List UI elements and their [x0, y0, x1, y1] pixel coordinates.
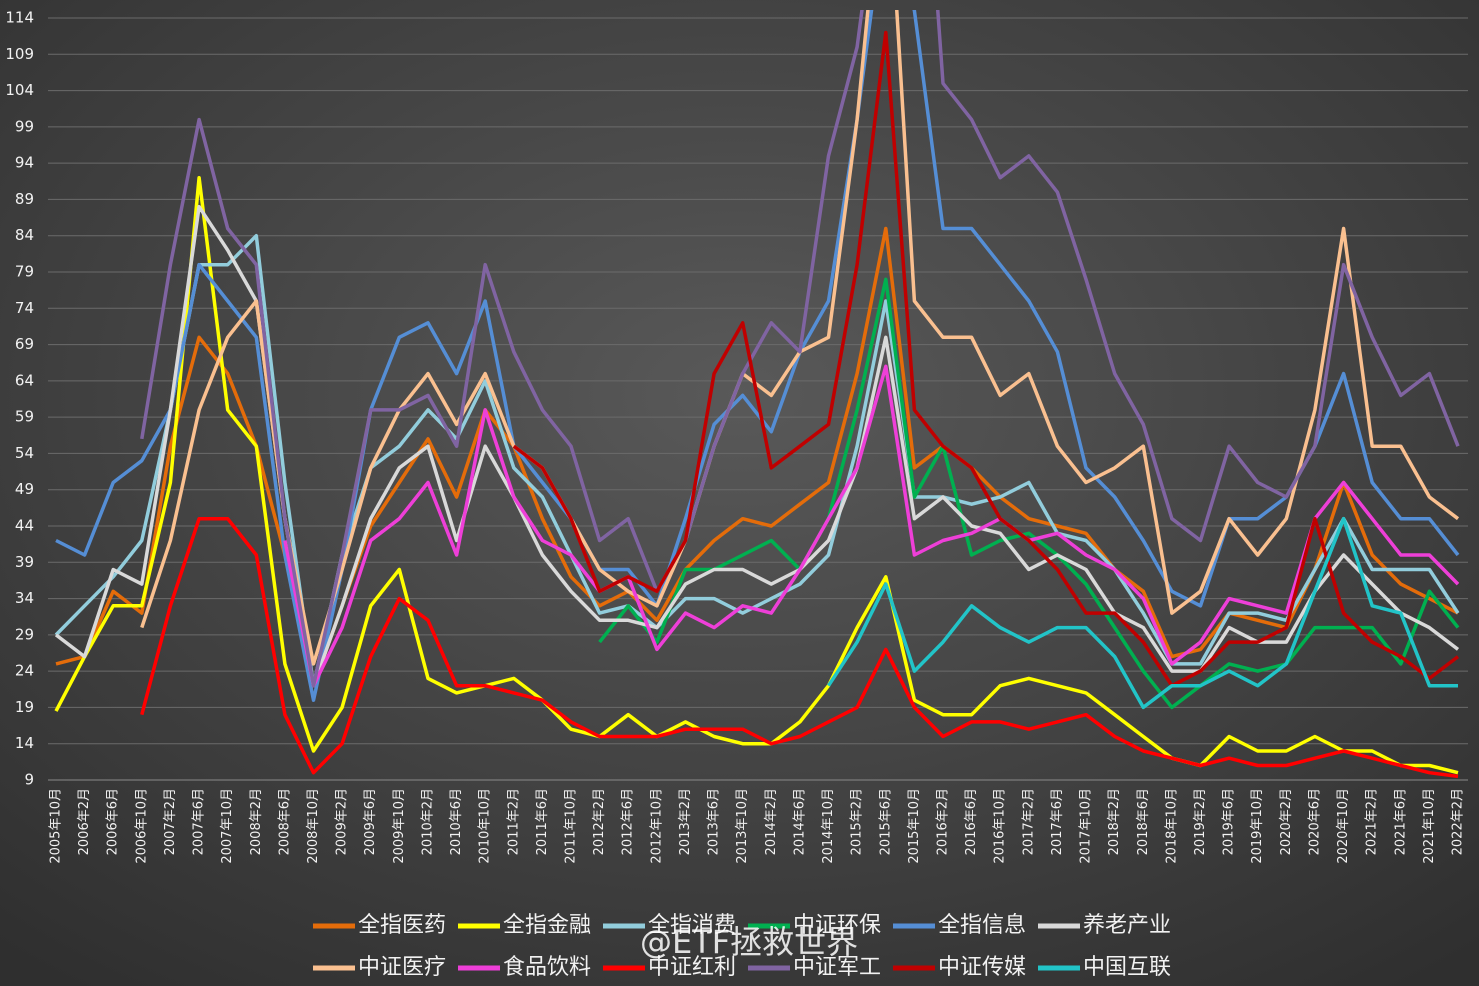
y-tick-label: 29 — [15, 625, 34, 643]
watermark: @ETF拯救世界 — [640, 923, 858, 961]
y-tick-label: 39 — [15, 553, 34, 571]
y-tick-label: 94 — [15, 154, 34, 172]
x-tick-label: 2010年6月 — [449, 788, 464, 855]
y-tick-label: 64 — [15, 371, 34, 389]
y-tick-label: 69 — [15, 335, 34, 353]
x-tick-label: 2017年6月 — [1050, 788, 1065, 855]
x-tick-label: 2017年10月 — [1079, 788, 1094, 864]
x-tick-label: 2008年6月 — [277, 788, 292, 855]
series-line — [827, 516, 1458, 710]
y-tick-label: 109 — [5, 45, 34, 63]
x-tick-label: 2013年10月 — [735, 788, 750, 864]
x-tick-label: 2021年6月 — [1393, 788, 1408, 855]
legend-label: 中证红利 — [648, 955, 736, 980]
x-tick-label: 2020年10月 — [1336, 788, 1351, 864]
x-tick-label: 2016年6月 — [964, 788, 979, 855]
y-tick-label: 19 — [15, 698, 34, 716]
x-tick-label: 2019年10月 — [1250, 788, 1265, 864]
series-line — [140, 10, 1460, 688]
x-tick-label: 2007年10月 — [220, 788, 235, 864]
y-tick-label: 114 — [5, 9, 34, 27]
series-line — [54, 175, 1459, 775]
x-tick-label: 2006年10月 — [134, 788, 149, 864]
y-tick-label: 74 — [15, 299, 34, 317]
series-line — [598, 277, 1460, 710]
x-tick-label: 2009年6月 — [363, 788, 378, 855]
legend-label: 全指消费 — [648, 913, 736, 938]
y-tick-label: 14 — [15, 734, 34, 752]
x-tick-label: 2014年2月 — [764, 788, 779, 855]
x-tick-label: 2015年2月 — [850, 788, 865, 855]
legend-label: 全指金融 — [503, 913, 591, 938]
x-tick-label: 2010年2月 — [420, 788, 435, 855]
x-tick-label: 2020年2月 — [1279, 788, 1294, 855]
x-tick-label: 2019年2月 — [1193, 788, 1208, 855]
y-tick-label: 99 — [15, 117, 34, 135]
x-tick-label: 2011年6月 — [535, 788, 550, 855]
x-tick-label: 2012年10月 — [649, 788, 664, 864]
x-tick-label: 2014年6月 — [792, 788, 807, 855]
legend-label: 中证环保 — [793, 913, 881, 938]
x-tick-label: 2020年6月 — [1307, 788, 1322, 855]
x-tick-label: 2013年6月 — [707, 788, 722, 855]
y-tick-label: 79 — [15, 263, 34, 281]
y-tick-label: 44 — [15, 517, 34, 535]
x-tick-label: 2021年2月 — [1365, 788, 1380, 855]
x-tick-label: 2016年2月 — [935, 788, 950, 855]
legend-label: 养老产业 — [1083, 913, 1171, 938]
x-tick-label: 2018年2月 — [1107, 788, 1122, 855]
x-tick-label: 2015年6月 — [878, 788, 893, 855]
x-tick-label: 2015年10月 — [907, 788, 922, 864]
y-tick-label: 54 — [15, 444, 34, 462]
legend-label: 中国互联 — [1083, 955, 1171, 980]
y-tick-label: 84 — [15, 226, 34, 244]
y-tick-label: 59 — [15, 408, 34, 426]
x-tick-label: 2018年10月 — [1164, 788, 1179, 864]
series-line — [140, 516, 1459, 779]
x-tick-label: 2019年6月 — [1222, 788, 1237, 855]
series-line — [54, 233, 1460, 688]
x-tick-label: 2016年10月 — [993, 788, 1008, 864]
y-tick-label: 104 — [5, 81, 34, 99]
x-tick-label: 2018年6月 — [1136, 788, 1151, 855]
x-tick-label: 2009年2月 — [335, 788, 350, 855]
x-tick-label: 2006年2月 — [77, 788, 92, 855]
y-tick-label: 9 — [24, 771, 34, 789]
legend-label: 中证传媒 — [938, 955, 1026, 980]
x-tick-label: 2012年6月 — [621, 788, 636, 855]
legend-label: 全指医药 — [358, 913, 446, 938]
x-tick-label: 2014年10月 — [821, 788, 836, 864]
x-tick-label: 2008年10月 — [306, 788, 321, 864]
legend-label: 食品饮料 — [503, 955, 591, 980]
x-tick-label: 2011年10月 — [564, 788, 579, 864]
x-tick-label: 2005年10月 — [49, 788, 64, 864]
x-tick-label: 2006年6月 — [106, 788, 121, 855]
legend-label: 全指信息 — [938, 913, 1026, 938]
series-line — [512, 30, 1460, 688]
x-tick-label: 2007年2月 — [163, 788, 178, 855]
x-tick-label: 2010年10月 — [478, 788, 493, 864]
x-tick-label: 2012年2月 — [592, 788, 607, 855]
x-tick-label: 2017年2月 — [1021, 788, 1036, 855]
x-tick-label: 2008年2月 — [249, 788, 264, 855]
y-tick-label: 24 — [15, 662, 34, 680]
y-tick-label: 34 — [15, 589, 34, 607]
x-tick-label: 2021年10月 — [1422, 788, 1437, 864]
x-tick-label: 2009年10月 — [392, 788, 407, 864]
legend-label: 中证军工 — [793, 955, 881, 980]
series-line — [283, 364, 1460, 688]
x-tick-label: 2007年6月 — [192, 788, 207, 855]
x-tick-label: 2011年2月 — [506, 788, 521, 855]
y-tick-label: 49 — [15, 480, 34, 498]
x-tick-label: 2022年2月 — [1451, 788, 1466, 855]
x-tick-label: 2013年2月 — [678, 788, 693, 855]
y-tick-label: 89 — [15, 190, 34, 208]
legend-label: 中证医疗 — [358, 955, 446, 980]
